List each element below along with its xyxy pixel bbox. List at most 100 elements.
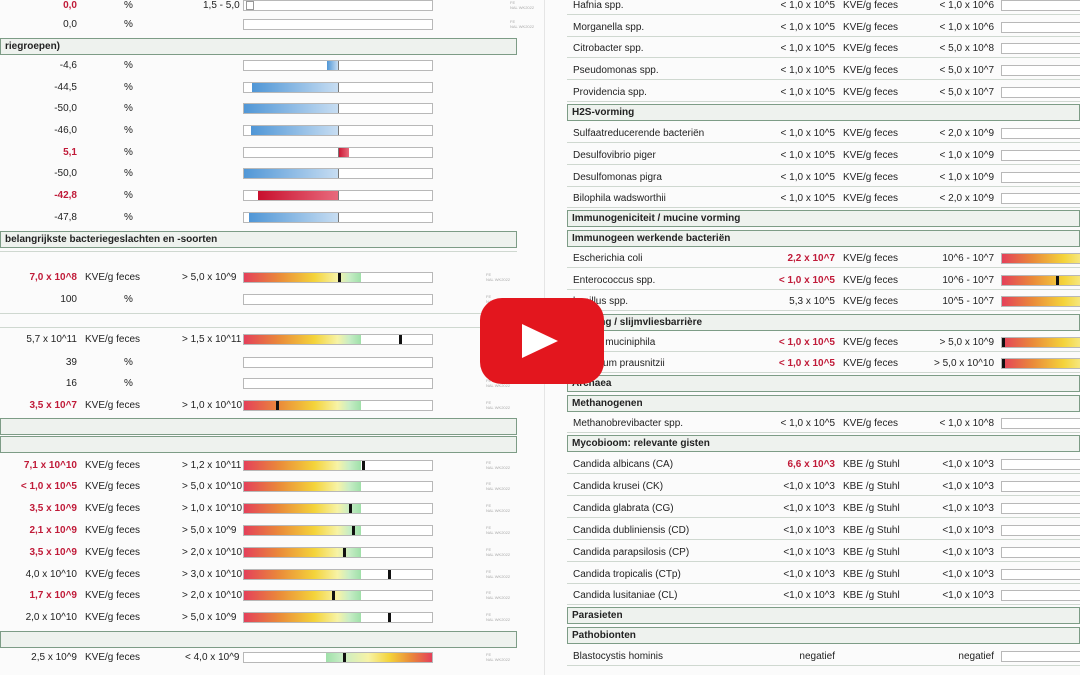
result-value: < 1,0 x 10^5 [778, 275, 835, 286]
bar-center [338, 104, 339, 113]
bar-marker [349, 504, 352, 513]
result-unit: KBE /g Stuhl [843, 525, 900, 536]
result-unit: KVE/g feces [843, 87, 899, 98]
bar-gradient [326, 653, 432, 662]
result-value: -50,0 [54, 168, 77, 179]
reference-range: > 5,0 x 10^9 [182, 272, 237, 283]
organism-name: Candida dubliniensis (CD) [573, 525, 690, 536]
bar-gradient [244, 591, 361, 600]
bar-gradient [1002, 359, 1080, 368]
row-separator [567, 473, 1080, 474]
row-separator [0, 313, 517, 314]
result-value: 3,5 x 10^7 [29, 400, 77, 411]
result-unit: KBE /g Stuhl [843, 481, 900, 492]
reference-range: < 1,0 x 10^9 [939, 150, 994, 161]
bar-gradient [244, 570, 361, 579]
result-unit: % [124, 125, 133, 136]
result-unit: KBE /g Stuhl [843, 503, 900, 514]
bar-gradient [244, 548, 361, 557]
reference-range: < 1,0 x 10^9 [939, 172, 994, 183]
deviation-fill [244, 104, 338, 113]
video-play-button[interactable] [480, 298, 604, 384]
row-separator [567, 539, 1080, 540]
result-unit: KVE/g feces [85, 547, 141, 558]
bar-center [338, 169, 339, 178]
reference-range: <1,0 x 10^3 [942, 481, 994, 492]
deviation-bar [243, 168, 433, 179]
bar-gradient [244, 482, 361, 491]
reference-range: 10^6 - 10^7 [942, 253, 994, 264]
bar-gradient [244, 401, 361, 410]
bar-tick [246, 1, 254, 10]
result-unit: KVE/g feces [843, 275, 899, 286]
row-separator [567, 583, 1080, 584]
reference-range: <1,0 x 10^3 [942, 525, 994, 536]
section-header-immunogenic-bacteria: Immunogeen werkende bacteriën [567, 230, 1080, 247]
result-value: 16 [65, 378, 77, 389]
result-unit: KVE/g feces [85, 400, 141, 411]
reference-range: > 3,0 x 10^10 [182, 569, 243, 580]
organism-name: Desulfomonas pigra [573, 172, 662, 183]
result-value: < 1,0 x 10^5 [778, 358, 835, 369]
result-value: -4,6 [59, 60, 77, 71]
organism-name: Bilophila wadsworthii [573, 193, 666, 204]
result-value: < 1,0 x 10^5 [780, 0, 835, 11]
organism-name: Candida lusitaniae (CL) [573, 590, 678, 601]
result-unit: KVE/g feces [85, 652, 141, 663]
result-unit: KBE /g Stuhl [843, 569, 900, 580]
organism-name: Enterococcus spp. [573, 275, 656, 286]
reference-range: > 5,0 x 10^9 [939, 337, 994, 348]
result-bar [1001, 150, 1080, 161]
deviation-fill [338, 148, 349, 157]
organism-name: bacterium prausnitzii [573, 358, 665, 369]
result-value: < 1,0 x 10^5 [780, 172, 835, 183]
result-bar [243, 334, 433, 345]
result-unit: % [124, 82, 133, 93]
row-separator [567, 101, 1080, 102]
row-separator [567, 604, 1080, 605]
result-bar [243, 0, 433, 11]
result-bar [1001, 547, 1080, 558]
result-bar [1001, 87, 1080, 98]
row-separator [567, 36, 1080, 37]
result-unit: KBE /g Stuhl [843, 590, 900, 601]
bar-center [338, 83, 339, 92]
organism-name: Hafnia spp. [573, 0, 624, 11]
result-value: 3,5 x 10^9 [29, 547, 77, 558]
result-value: 2,2 x 10^7 [787, 253, 835, 264]
result-unit: % [124, 212, 133, 223]
result-value: <1,0 x 10^3 [783, 525, 835, 536]
bar-marker [276, 401, 279, 410]
result-unit: % [124, 60, 133, 71]
row-separator [567, 351, 1080, 352]
reference-range: > 1,2 x 10^11 [182, 460, 242, 471]
result-value: < 1,0 x 10^5 [780, 43, 835, 54]
bar-marker [1002, 359, 1005, 368]
reference-range: < 5,0 x 10^8 [939, 43, 994, 54]
reference-range: < 5,0 x 10^7 [939, 65, 994, 76]
result-value: -47,8 [54, 212, 77, 223]
result-value: <1,0 x 10^3 [783, 481, 835, 492]
result-unit: % [124, 294, 133, 305]
result-unit: % [124, 190, 133, 201]
result-unit: % [124, 357, 133, 368]
result-bar [1001, 418, 1080, 429]
result-value: <1,0 x 10^3 [783, 503, 835, 514]
result-unit: KVE/g feces [843, 418, 899, 429]
reference-range: <1,0 x 10^3 [942, 569, 994, 580]
deviation-fill [327, 61, 338, 70]
reference-range: < 1,0 x 10^8 [939, 418, 994, 429]
result-unit: KVE/g feces [85, 334, 141, 345]
result-unit: KVE/g feces [85, 590, 141, 601]
result-value: negatief [799, 651, 835, 662]
result-bar [1001, 337, 1080, 348]
result-value: < 1,0 x 10^5 [780, 418, 835, 429]
bar-gradient [244, 613, 361, 622]
result-value: -42,8 [54, 190, 77, 201]
row-separator [567, 207, 1080, 208]
organism-name: Escherichia coli [573, 253, 643, 264]
row-separator [567, 267, 1080, 268]
organism-name: Candida albicans (CA) [573, 459, 674, 470]
